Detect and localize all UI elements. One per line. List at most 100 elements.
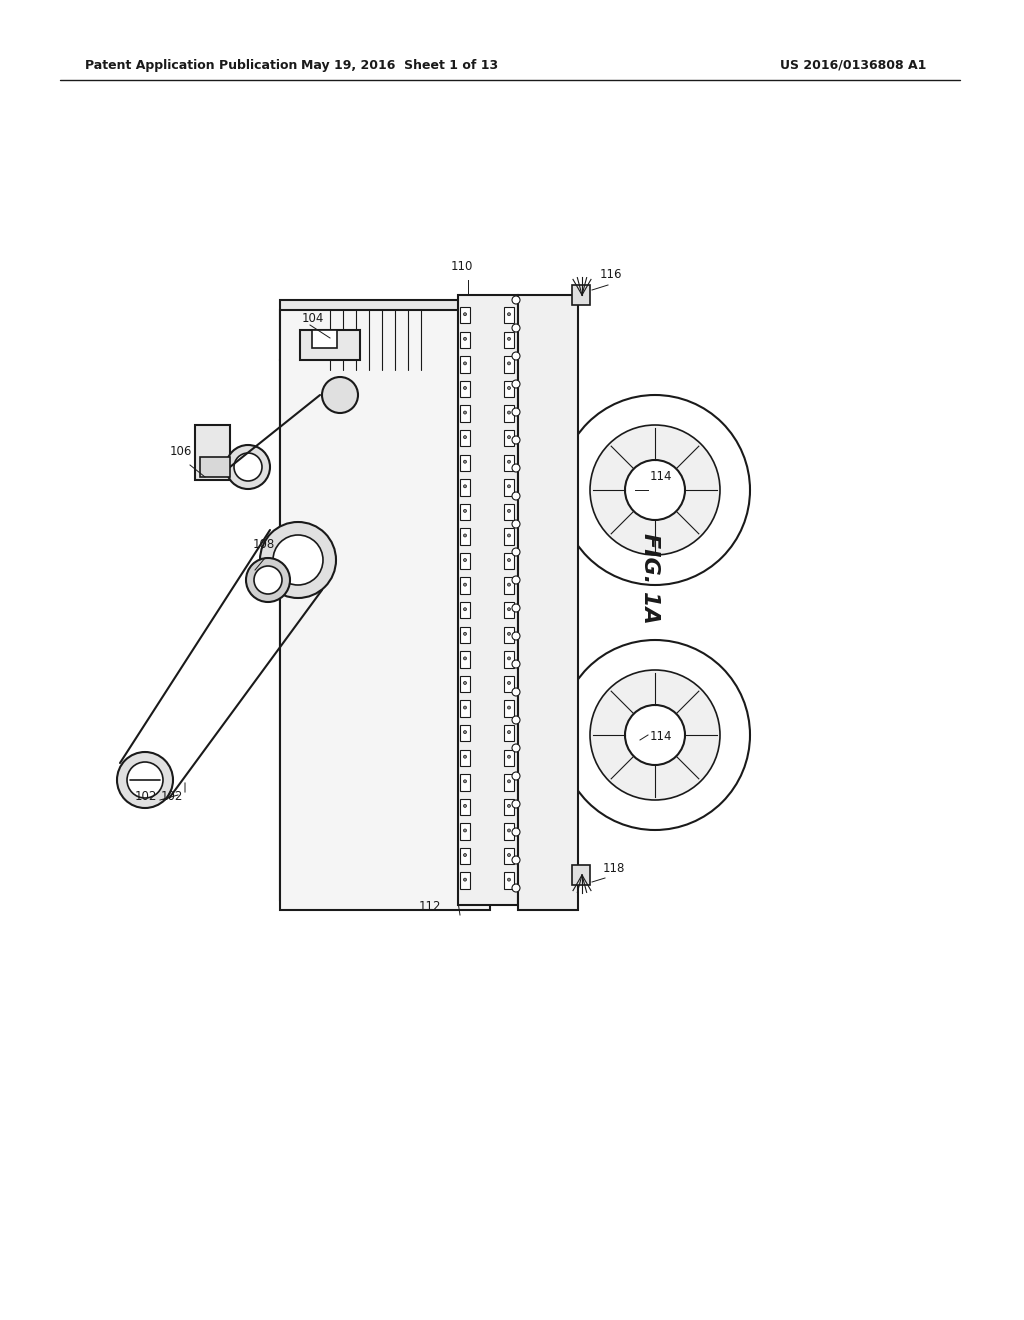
Bar: [460, 308, 470, 323]
Bar: [300, 330, 360, 360]
Circle shape: [512, 800, 520, 808]
Polygon shape: [714, 444, 744, 473]
Circle shape: [508, 558, 511, 561]
Circle shape: [117, 752, 173, 808]
Bar: [504, 308, 514, 323]
Circle shape: [590, 425, 720, 554]
Circle shape: [260, 521, 336, 598]
Circle shape: [560, 640, 750, 830]
Bar: [504, 454, 514, 471]
Bar: [460, 750, 470, 766]
Bar: [195, 425, 230, 480]
Circle shape: [254, 566, 282, 594]
Polygon shape: [696, 417, 728, 449]
Bar: [460, 651, 470, 668]
Polygon shape: [608, 793, 638, 824]
Polygon shape: [672, 401, 701, 432]
Polygon shape: [608, 401, 638, 432]
Circle shape: [464, 461, 467, 463]
Circle shape: [464, 854, 467, 857]
Circle shape: [464, 535, 467, 537]
Circle shape: [512, 296, 520, 304]
Bar: [460, 577, 470, 594]
Circle shape: [625, 459, 685, 520]
Polygon shape: [566, 689, 596, 718]
Circle shape: [464, 829, 467, 832]
Bar: [460, 824, 470, 840]
Circle shape: [512, 576, 520, 583]
Bar: [460, 454, 470, 471]
Circle shape: [590, 671, 720, 800]
Circle shape: [508, 387, 511, 389]
Circle shape: [464, 632, 467, 635]
Circle shape: [560, 395, 750, 585]
Circle shape: [508, 632, 511, 635]
Circle shape: [464, 484, 467, 488]
Circle shape: [464, 313, 467, 315]
Circle shape: [625, 705, 685, 766]
Polygon shape: [642, 399, 668, 422]
Circle shape: [512, 465, 520, 473]
Bar: [504, 873, 514, 888]
Circle shape: [508, 657, 511, 660]
Circle shape: [273, 535, 323, 585]
Bar: [460, 873, 470, 888]
Bar: [504, 380, 514, 397]
Circle shape: [512, 436, 520, 444]
Bar: [504, 701, 514, 717]
Circle shape: [512, 828, 520, 836]
Bar: [460, 528, 470, 545]
Circle shape: [508, 484, 511, 488]
Circle shape: [512, 323, 520, 333]
Polygon shape: [722, 722, 746, 747]
Circle shape: [512, 660, 520, 668]
Circle shape: [508, 411, 511, 414]
Bar: [504, 750, 514, 766]
Circle shape: [512, 632, 520, 640]
Circle shape: [464, 436, 467, 438]
Bar: [504, 847, 514, 865]
Polygon shape: [714, 752, 744, 781]
Polygon shape: [696, 776, 728, 808]
Bar: [572, 865, 590, 884]
Bar: [504, 676, 514, 692]
Text: US 2016/0136808 A1: US 2016/0136808 A1: [780, 58, 927, 71]
Polygon shape: [564, 478, 588, 503]
Polygon shape: [564, 722, 588, 747]
Polygon shape: [672, 549, 701, 579]
Circle shape: [464, 681, 467, 685]
Polygon shape: [582, 661, 614, 694]
Circle shape: [464, 558, 467, 561]
Circle shape: [226, 445, 270, 488]
Polygon shape: [582, 417, 614, 449]
Text: 106: 106: [170, 445, 193, 458]
Circle shape: [512, 520, 520, 528]
Bar: [460, 676, 470, 692]
Bar: [460, 504, 470, 520]
Circle shape: [464, 583, 467, 586]
Polygon shape: [714, 507, 744, 536]
Bar: [460, 602, 470, 619]
Circle shape: [512, 352, 520, 360]
Circle shape: [512, 408, 520, 416]
Circle shape: [464, 804, 467, 808]
Circle shape: [512, 688, 520, 696]
Bar: [504, 331, 514, 348]
Text: 114: 114: [650, 730, 673, 743]
Bar: [504, 504, 514, 520]
Bar: [460, 847, 470, 865]
Bar: [504, 577, 514, 594]
Bar: [504, 528, 514, 545]
Circle shape: [508, 780, 511, 783]
Circle shape: [464, 657, 467, 660]
Bar: [504, 799, 514, 816]
Circle shape: [464, 510, 467, 512]
Text: 118: 118: [603, 862, 626, 875]
Bar: [312, 330, 337, 348]
Bar: [460, 405, 470, 422]
Polygon shape: [642, 803, 668, 826]
Circle shape: [464, 338, 467, 341]
Bar: [504, 651, 514, 668]
Circle shape: [464, 780, 467, 783]
Circle shape: [512, 715, 520, 723]
